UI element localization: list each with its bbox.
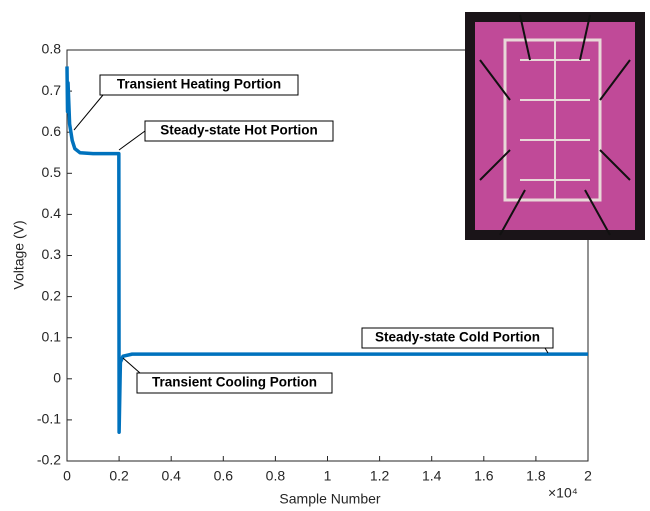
x-tick-label: 1.4: [422, 468, 442, 484]
x-tick-label: 1.6: [474, 468, 494, 484]
y-tick-label: 0.7: [42, 82, 62, 98]
y-axis-label: Voltage (V): [11, 220, 27, 289]
x-tick-label: 1: [324, 468, 332, 484]
y-tick-label: 0.2: [42, 287, 62, 303]
x-tick-label: 0.8: [266, 468, 286, 484]
y-tick-label: 0.5: [42, 164, 62, 180]
y-tick-label: 0.4: [42, 205, 62, 221]
y-tick-label: 0.8: [42, 41, 62, 57]
y-tick-label: 0.6: [42, 123, 62, 139]
annotation: Steady-state Hot Portion: [160, 123, 318, 138]
y-tick-label: -0.1: [37, 411, 61, 427]
annotation: Transient Cooling Portion: [152, 375, 317, 390]
annotation: Transient Heating Portion: [117, 77, 281, 92]
x-tick-label: 0.6: [214, 468, 234, 484]
y-tick-label: 0: [53, 370, 61, 386]
annotation: Steady-state Cold Portion: [375, 330, 540, 345]
x-tick-label: 1.2: [370, 468, 390, 484]
y-tick-label: 0.1: [42, 328, 62, 344]
inset-photo: [465, 12, 645, 240]
y-tick-label: -0.2: [37, 452, 61, 468]
x-tick-label: 1.8: [526, 468, 546, 484]
y-tick-label: 0.3: [42, 246, 62, 262]
x-tick-label: 0.4: [161, 468, 181, 484]
chart: Sample Number Voltage (V) ×10⁴ -0.2 -0.1 0…: [0, 0, 650, 511]
x-axis-label: Sample Number: [279, 491, 380, 507]
x-tick-label: 0: [63, 468, 71, 484]
x-exponent-label: ×10⁴: [548, 485, 578, 501]
x-tick-label: 0.2: [109, 468, 129, 484]
x-tick-label: 2: [584, 468, 592, 484]
